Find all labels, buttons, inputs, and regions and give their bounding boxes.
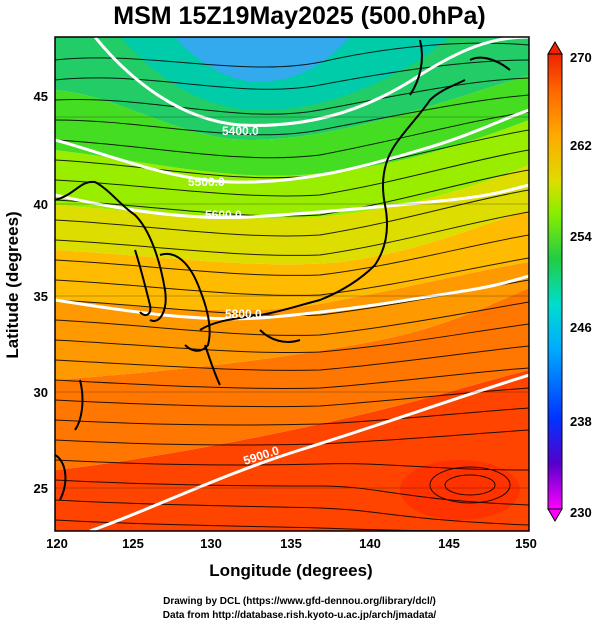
temperature-band xyxy=(55,262,529,380)
x-tick-label: 130 xyxy=(200,536,222,551)
contour-label: 5400.0 xyxy=(222,124,259,138)
colorbar-tick-label: 262 xyxy=(570,138,592,153)
colorbar-bar xyxy=(547,53,563,510)
y-tick-label: 40 xyxy=(34,197,48,212)
x-tick-label: 140 xyxy=(359,536,381,551)
temperature-band xyxy=(55,165,529,265)
warm-eddy xyxy=(400,460,520,520)
temperature-band xyxy=(55,120,529,219)
colorbar-tick-label: 270 xyxy=(570,50,592,65)
colorbar-tick-label: 230 xyxy=(570,505,592,520)
contour-label: 5600.0 xyxy=(205,208,242,222)
footer-credit-drawing: Drawing by DCL (https://www.gfd-dennou.o… xyxy=(163,596,436,607)
plot-frame xyxy=(54,36,530,532)
x-tick-label: 135 xyxy=(280,536,302,551)
chart-title: MSM 15Z19May2025 (500.0hPa) xyxy=(113,2,486,30)
y-tick-label: 45 xyxy=(34,89,48,104)
coastlines xyxy=(55,39,511,501)
colorbar-tick-label: 254 xyxy=(570,229,592,244)
y-tick-label: 35 xyxy=(34,289,48,304)
temperature-band xyxy=(175,37,350,82)
y-tick-label: 30 xyxy=(34,385,48,400)
x-tick-label: 145 xyxy=(438,536,460,551)
colorbar-min-arrow xyxy=(547,508,563,522)
colorbar-tick-label: 238 xyxy=(570,414,592,429)
contour-label: 5500.0 xyxy=(188,175,225,189)
x-axis-title: Longitude (degrees) xyxy=(209,561,372,580)
contour-label: 5800.0 xyxy=(225,307,262,321)
x-tick-label: 120 xyxy=(46,536,68,551)
footer-credit-data: Data from http://database.rish.kyoto-u.a… xyxy=(162,610,437,621)
temperature-band xyxy=(55,210,529,311)
x-tick-label: 125 xyxy=(122,536,144,551)
y-tick-label: 25 xyxy=(34,481,48,496)
colorbar-max-arrow xyxy=(547,41,563,55)
colorbar xyxy=(547,41,563,522)
colorbar-tick-label: 246 xyxy=(570,320,592,335)
x-tick-label: 150 xyxy=(515,536,537,551)
y-axis-title: Latitude (degrees) xyxy=(3,211,22,358)
